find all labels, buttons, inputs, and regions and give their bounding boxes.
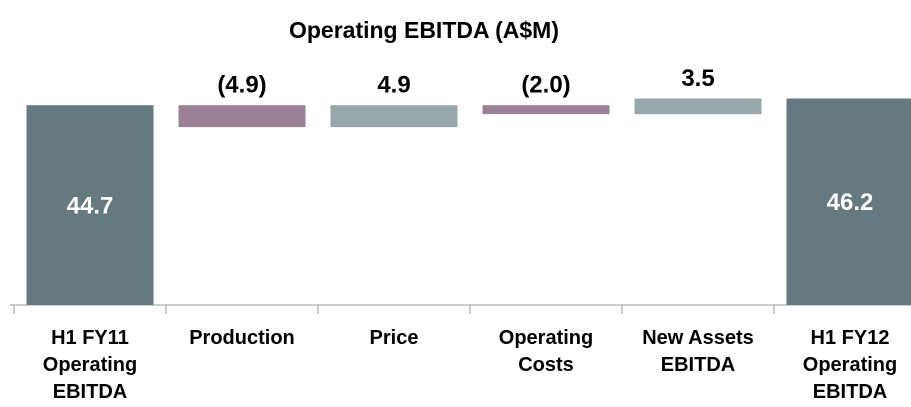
x-tick-label: H1 FY11 Operating EBITDA: [42, 327, 138, 403]
bar: [26, 105, 154, 305]
bar: [330, 105, 458, 128]
x-tick-label: New Assets EBITDA: [642, 327, 754, 376]
x-tick-label: H1 FY12 Operating EBITDA: [802, 327, 898, 403]
bar: [786, 98, 911, 306]
x-tick-label: Production: [189, 327, 295, 349]
bar: [634, 98, 762, 115]
value-label: (2.0): [521, 72, 570, 99]
value-label: 3.5: [681, 65, 714, 92]
value-label: 4.9: [377, 72, 410, 99]
value-label: 44.7: [67, 192, 114, 219]
value-label: 46.2: [827, 189, 874, 216]
value-label: (4.9): [217, 72, 266, 99]
bar: [178, 105, 306, 128]
bar: [482, 105, 610, 115]
chart-title: Operating EBITDA (A$M): [289, 17, 559, 43]
x-tick-label: Price: [369, 327, 419, 349]
x-tick-label: Operating Costs: [498, 327, 594, 376]
